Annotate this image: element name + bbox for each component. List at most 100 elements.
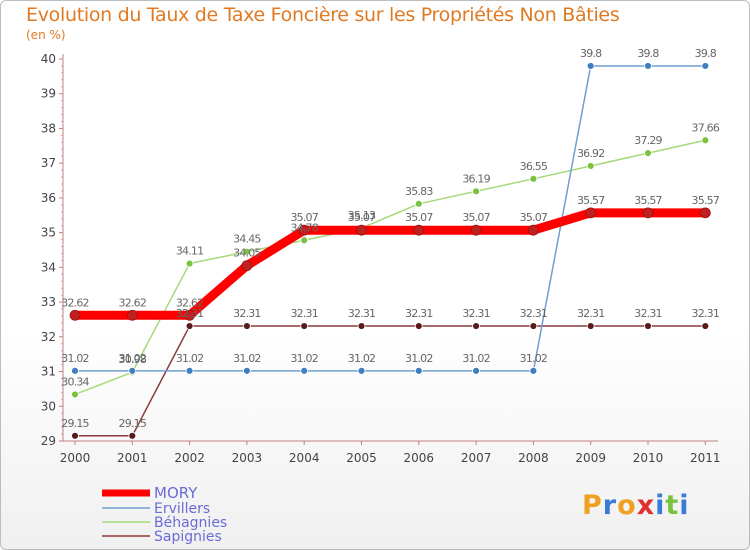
data-point-ervillers xyxy=(529,366,538,375)
y-tick-label: 31 xyxy=(41,365,56,379)
data-point-ervillers xyxy=(128,366,137,375)
data-label-ervillers: 31.02 xyxy=(233,352,261,365)
logo-letter: x xyxy=(636,490,656,521)
data-point-ervillers xyxy=(586,62,595,70)
legend-label-behagnies: Béhagnies xyxy=(154,515,228,531)
y-tick-label: 36 xyxy=(41,191,56,205)
data-point-mory xyxy=(699,207,711,219)
data-point-mory xyxy=(642,207,654,219)
series-line-mory xyxy=(70,208,710,320)
data-label-sapignies: 32.31 xyxy=(233,307,261,320)
data-label-mory: 35.07 xyxy=(290,211,318,224)
data-label-bhagnies: 30.98 xyxy=(119,353,147,366)
data-point-ervillers xyxy=(644,62,652,70)
proxiti-logo: Proxiti xyxy=(582,490,690,521)
data-point-ervillers xyxy=(701,62,710,70)
data-label-mory: 32.62 xyxy=(119,296,147,309)
data-label-mory: 35.57 xyxy=(634,194,662,207)
data-point-sapignies xyxy=(128,431,137,440)
data-point-mory xyxy=(69,309,81,321)
data-label-ervillers: 31.02 xyxy=(348,352,376,365)
x-tick-label: 2000 xyxy=(60,451,91,465)
chart-title: Evolution du Taux de Taxe Foncière sur l… xyxy=(26,4,620,26)
data-point-bhagnies xyxy=(472,187,481,196)
y-tick-label: 38 xyxy=(41,121,56,135)
data-point-mory xyxy=(241,260,253,272)
data-label-ervillers: 39.8 xyxy=(695,47,717,60)
y-tick-label: 33 xyxy=(41,295,56,309)
data-point-ervillers xyxy=(300,366,309,375)
x-tick-label: 2006 xyxy=(404,451,435,465)
data-label-sapignies: 32.31 xyxy=(348,307,376,320)
data-point-bhagnies xyxy=(701,136,710,145)
logo-letter: i xyxy=(655,490,666,521)
logo-letter: o xyxy=(617,490,637,521)
data-point-sapignies xyxy=(185,322,194,330)
data-point-mory xyxy=(413,224,425,236)
y-tick-label: 30 xyxy=(41,399,56,413)
data-point-ervillers xyxy=(414,366,423,375)
data-point-sapignies xyxy=(586,322,595,330)
data-label-sapignies: 32.31 xyxy=(692,307,720,320)
data-label-bhagnies: 36.92 xyxy=(577,147,605,160)
data-point-bhagnies xyxy=(185,259,194,268)
data-label-sapignies: 32.31 xyxy=(520,307,548,320)
data-label-mory: 32.62 xyxy=(176,296,204,309)
data-point-mory xyxy=(356,224,367,236)
data-label-ervillers: 31.02 xyxy=(462,352,490,365)
x-tick-label: 2002 xyxy=(174,451,205,465)
data-label-bhagnies: 35.83 xyxy=(405,185,433,198)
data-point-ervillers xyxy=(242,366,251,375)
data-point-mory xyxy=(184,309,196,321)
logo-letter: i xyxy=(679,490,690,521)
data-label-bhagnies: 34.11 xyxy=(176,245,204,258)
data-label-bhagnies: 34.78 xyxy=(290,221,318,234)
data-label-ervillers: 39.8 xyxy=(580,47,602,60)
x-tick-label: 2004 xyxy=(289,451,320,465)
x-tick-label: 2003 xyxy=(232,451,263,465)
data-point-sapignies xyxy=(701,322,710,330)
y-axis-unit-label: (en %) xyxy=(26,28,66,42)
x-tick-label: 2011 xyxy=(690,451,721,465)
x-tick-label: 2001 xyxy=(117,451,148,465)
data-point-sapignies xyxy=(472,322,481,330)
series-line-sapignies xyxy=(74,325,707,437)
y-tick-label: 35 xyxy=(41,226,56,240)
data-point-sapignies xyxy=(357,322,366,330)
data-label-sapignies: 32.31 xyxy=(634,307,662,320)
x-tick-label: 2009 xyxy=(575,451,606,465)
data-label-sapignies: 32.31 xyxy=(462,307,490,320)
data-label-ervillers: 31.02 xyxy=(119,352,147,365)
y-tick-label: 32 xyxy=(41,330,56,344)
data-point-ervillers xyxy=(71,366,79,375)
data-label-mory: 35.07 xyxy=(462,211,490,224)
data-label-sapignies: 29.15 xyxy=(119,417,147,430)
data-point-sapignies xyxy=(529,322,538,330)
logo-letter: P xyxy=(582,490,603,521)
data-label-mory: 34.05 xyxy=(233,247,261,260)
data-label-sapignies: 32.31 xyxy=(577,307,605,320)
data-point-bhagnies xyxy=(529,174,538,183)
data-point-bhagnies xyxy=(586,162,595,170)
data-label-ervillers: 31.02 xyxy=(290,352,318,365)
data-point-sapignies xyxy=(242,322,251,330)
y-tick-label: 34 xyxy=(41,260,56,274)
legend-label-sapignies: Sapignies xyxy=(154,529,222,545)
data-label-mory: 35.07 xyxy=(348,211,376,224)
data-label-bhagnies: 37.66 xyxy=(692,121,720,134)
data-label-mory: 32.62 xyxy=(61,296,89,309)
data-label-ervillers: 39.8 xyxy=(637,47,659,60)
data-point-ervillers xyxy=(357,366,366,375)
data-label-bhagnies: 35.13 xyxy=(348,209,376,222)
y-tick-label: 37 xyxy=(41,156,56,170)
data-label-mory: 35.57 xyxy=(692,194,720,207)
data-label-sapignies: 32.31 xyxy=(290,307,318,320)
data-label-sapignies: 32.31 xyxy=(405,307,433,320)
data-point-sapignies xyxy=(300,322,309,330)
data-point-ervillers xyxy=(185,366,194,375)
data-point-mory xyxy=(585,207,597,219)
data-label-bhagnies: 30.34 xyxy=(61,375,89,388)
data-label-bhagnies: 36.19 xyxy=(462,172,490,185)
legend-label-mory: MORY xyxy=(154,484,198,502)
